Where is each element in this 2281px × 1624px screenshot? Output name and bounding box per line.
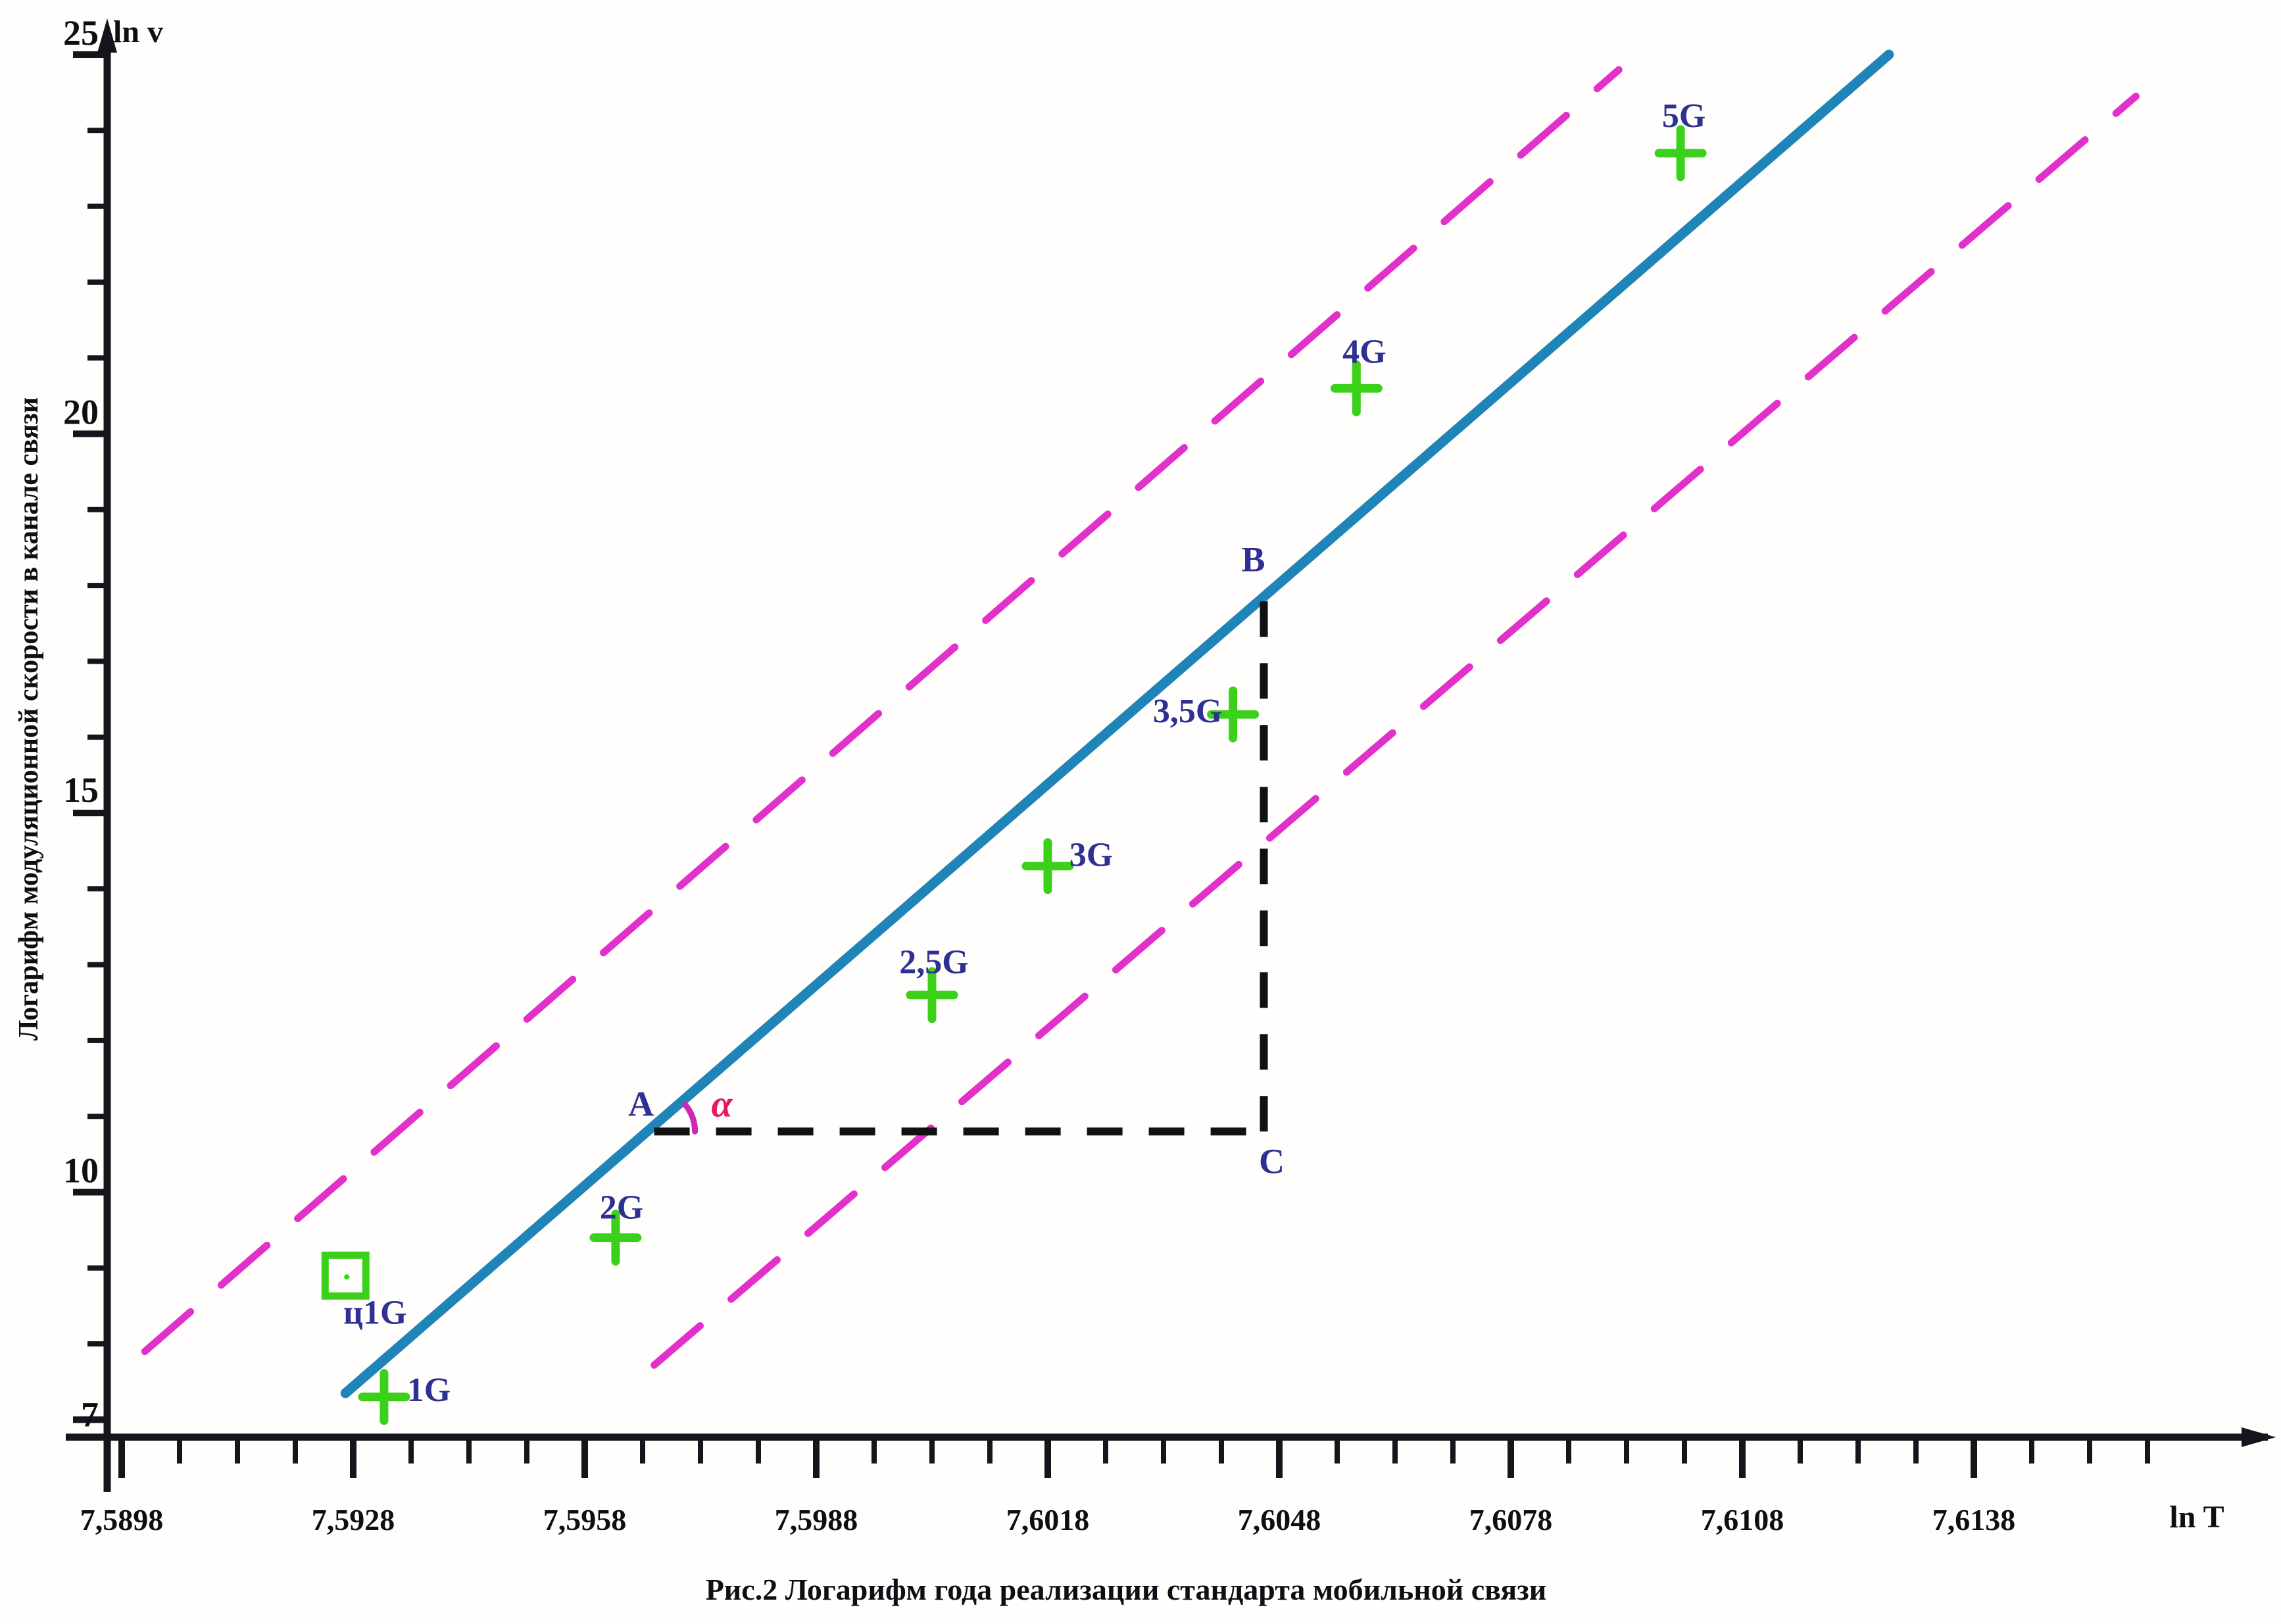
data-point-1G: 1G bbox=[358, 1369, 451, 1425]
data-point-label: ц1G bbox=[343, 1294, 406, 1331]
confidence-band-lines bbox=[141, 66, 2140, 1369]
data-point-2G: 2G bbox=[589, 1189, 643, 1266]
data-point-label: 2,5G bbox=[899, 944, 968, 981]
y-tick-label: 10 bbox=[63, 1151, 99, 1191]
x-tick-label: 7,6078 bbox=[1469, 1503, 1553, 1537]
data-point-label: 3G bbox=[1069, 837, 1113, 874]
triangle-vertex-label: A bbox=[628, 1084, 654, 1123]
y-axis-arrow-icon bbox=[97, 18, 117, 53]
square-marker-icon bbox=[321, 1251, 370, 1300]
triangle-vertex-label: C bbox=[1259, 1141, 1285, 1181]
x-axis-name: ln T bbox=[2169, 1500, 2224, 1535]
data-point-label: 5G bbox=[1662, 97, 1705, 135]
x-tick-label: 7,5988 bbox=[775, 1503, 858, 1537]
figure-caption: Рис.2 Логарифм года реализации стандарта… bbox=[706, 1573, 1547, 1606]
data-points-layer: 1G ц1G 2G 2,5G 3G 3,5G 4G 5G bbox=[321, 97, 1707, 1425]
slope-triangle-layer: A B Cα bbox=[628, 539, 1285, 1181]
y-tick-label: 15 bbox=[63, 770, 99, 810]
data-point-ц1G: ц1G bbox=[321, 1251, 406, 1331]
triangle-vertex-label: B bbox=[1242, 539, 1265, 579]
y-tick-label: 25 bbox=[63, 13, 99, 53]
y-tick-label: 7 bbox=[81, 1394, 99, 1434]
angle-arc bbox=[682, 1101, 699, 1135]
data-point-5G: 5G bbox=[1654, 97, 1707, 182]
y-axis-title: Логарифм модуляционной скорости в канале… bbox=[14, 397, 44, 1041]
confidence-band-line bbox=[141, 66, 1623, 1356]
y-tick-label: 20 bbox=[63, 393, 99, 432]
data-point-4G: 4G bbox=[1330, 333, 1386, 416]
x-tick-label: 7,6108 bbox=[1701, 1503, 1784, 1537]
data-point-3,5G: 3,5G bbox=[1153, 686, 1260, 743]
x-tick-label: 7,5898 bbox=[80, 1503, 164, 1537]
data-point-label: 4G bbox=[1342, 333, 1386, 370]
angle-alpha-label: α bbox=[712, 1082, 733, 1125]
x-tick-label: 7,6048 bbox=[1238, 1503, 1321, 1537]
x-axis-arrow-icon bbox=[2242, 1427, 2276, 1447]
data-point-2,5G: 2,5G bbox=[899, 944, 969, 1023]
x-tick-label: 7,6138 bbox=[1932, 1503, 2016, 1537]
x-tick-label: 7,5958 bbox=[543, 1503, 627, 1537]
regression-line bbox=[340, 49, 1894, 1398]
x-tick-label: 7,5928 bbox=[312, 1503, 395, 1537]
x-tick-label: 7,6018 bbox=[1006, 1503, 1090, 1537]
confidence-band-line bbox=[650, 92, 2140, 1369]
data-point-3G: 3G bbox=[1021, 837, 1113, 895]
data-point-label: 3,5G bbox=[1153, 693, 1222, 730]
data-point-label: 2G bbox=[600, 1189, 643, 1227]
regression-line-layer bbox=[340, 49, 1894, 1398]
data-point-label: 1G bbox=[407, 1371, 451, 1409]
y-axis-name: ln v bbox=[113, 14, 163, 49]
square-marker-dot-icon bbox=[344, 1274, 350, 1280]
